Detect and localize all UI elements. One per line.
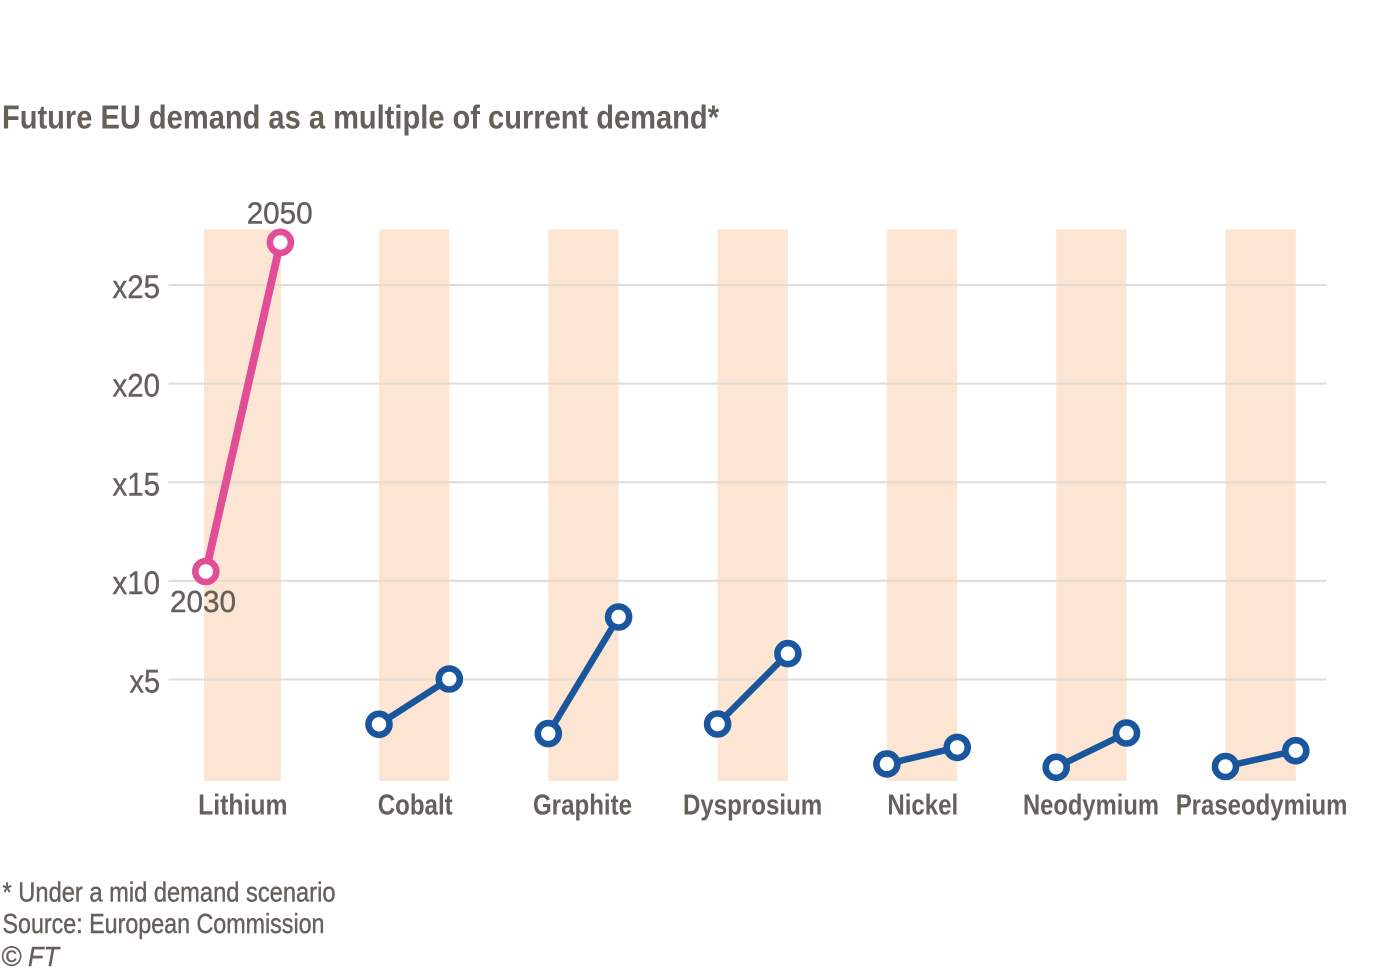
svg-text:Praseodymium: Praseodymium bbox=[1176, 790, 1348, 822]
svg-text:x15: x15 bbox=[113, 466, 161, 502]
svg-text:Graphite: Graphite bbox=[533, 790, 632, 822]
svg-text:Nickel: Nickel bbox=[887, 790, 958, 822]
svg-text:2030: 2030 bbox=[170, 584, 236, 619]
svg-text:Cobalt: Cobalt bbox=[378, 790, 453, 822]
svg-text:* Under a mid demand scenario: * Under a mid demand scenario bbox=[3, 876, 336, 907]
svg-text:x5: x5 bbox=[130, 664, 161, 700]
svg-text:Source: European Commission: Source: European Commission bbox=[3, 908, 325, 939]
svg-text:x25: x25 bbox=[113, 269, 161, 305]
svg-text:2050: 2050 bbox=[247, 195, 313, 230]
svg-text:©: © bbox=[2, 941, 22, 972]
svg-text:x20: x20 bbox=[113, 368, 161, 404]
svg-text:FT: FT bbox=[28, 941, 61, 972]
svg-text:Dysprosium: Dysprosium bbox=[683, 790, 822, 822]
svg-text:x10: x10 bbox=[113, 565, 161, 601]
svg-text:Neodymium: Neodymium bbox=[1023, 790, 1159, 822]
svg-text:Lithium: Lithium bbox=[198, 790, 287, 822]
svg-text:Future EU demand as a multiple: Future EU demand as a multiple of curren… bbox=[2, 99, 719, 136]
